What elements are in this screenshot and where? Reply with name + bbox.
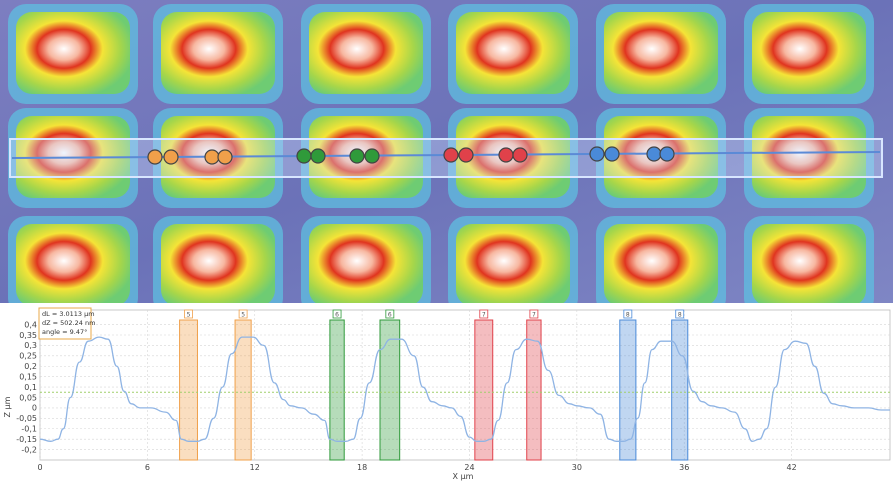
marker-green[interactable] <box>349 148 365 164</box>
x-tick-label: 0 <box>37 463 42 472</box>
band-label: 6 <box>335 312 339 319</box>
band-label-box <box>529 309 539 319</box>
measurement-info-box: dL = 3.0113 µm dZ = 502.24 nm angle = 9.… <box>38 307 95 340</box>
marker-red[interactable] <box>443 147 459 163</box>
band-red[interactable] <box>526 319 542 461</box>
pad <box>16 224 130 303</box>
y-tick-label: 0,35 <box>19 331 37 340</box>
measurement-bands: 5 5 6 6 7 7 8 8 <box>179 309 689 461</box>
band-label-box <box>238 309 248 319</box>
band-label-box <box>479 309 489 319</box>
band-label: 8 <box>678 312 682 319</box>
pad <box>456 12 570 94</box>
band-green[interactable] <box>329 319 345 461</box>
x-tick-label: 30 <box>572 463 582 472</box>
x-tick-label: 18 <box>357 463 367 472</box>
x-tick-label: 12 <box>250 463 260 472</box>
marker-blue[interactable] <box>589 146 605 162</box>
axis-ticks: 0 6 12 18 24 30 36 42-0,2-0,15-0,1-0,0500,050,1… <box>16 320 796 472</box>
pad <box>309 12 423 94</box>
marker-blue[interactable] <box>659 146 675 162</box>
y-tick-label: -0,1 <box>21 425 37 434</box>
topography-image <box>0 0 893 303</box>
marker-green[interactable] <box>296 148 312 164</box>
y-axis-label: Z µm <box>3 396 12 417</box>
band-orange[interactable] <box>179 319 198 461</box>
marker-green[interactable] <box>310 148 326 164</box>
marker-red[interactable] <box>512 147 528 163</box>
pad <box>309 224 423 303</box>
y-tick-label: -0,15 <box>16 435 37 444</box>
x-tick-label: 6 <box>145 463 150 472</box>
y-tick-label: -0,05 <box>16 414 37 423</box>
y-tick-label: 0,4 <box>24 320 37 329</box>
y-tick-label: -0,2 <box>21 445 37 454</box>
pad-grid <box>8 4 874 303</box>
band-label: 5 <box>241 312 245 319</box>
pad <box>161 224 275 303</box>
band-label: 5 <box>187 312 191 319</box>
band-label-box <box>184 309 193 319</box>
marker-orange[interactable] <box>217 149 233 165</box>
marker-blue[interactable] <box>604 146 620 162</box>
band-label-box <box>332 309 342 319</box>
pad <box>604 224 718 303</box>
band-label-box <box>623 309 633 319</box>
x-tick-label: 36 <box>679 463 689 472</box>
band-label: 8 <box>626 312 630 319</box>
band-label-box <box>675 309 685 319</box>
pad <box>752 12 866 94</box>
info-angle: angle = 9.47° <box>42 328 87 336</box>
y-tick-label: 0,3 <box>24 341 37 350</box>
profile-series-line <box>39 336 890 442</box>
y-tick-label: 0,15 <box>19 372 37 381</box>
marker-red[interactable] <box>498 147 514 163</box>
marker-orange[interactable] <box>147 149 163 165</box>
band-label-box <box>385 309 395 319</box>
x-axis-label: X µm <box>453 472 474 481</box>
pad <box>16 12 130 94</box>
marker-orange[interactable] <box>163 149 179 165</box>
band-red[interactable] <box>474 319 494 461</box>
info-dz: dZ = 502.24 nm <box>42 319 95 327</box>
pad <box>604 12 718 94</box>
band-blue[interactable] <box>619 319 637 461</box>
band-orange[interactable] <box>234 319 252 461</box>
x-tick-label: 42 <box>786 463 796 472</box>
info-dl: dL = 3.0113 µm <box>42 310 95 318</box>
band-blue[interactable] <box>671 319 689 461</box>
band-label: 7 <box>532 312 536 319</box>
y-tick-label: 0 <box>32 404 37 413</box>
profile-chart: 5 5 6 6 7 7 8 8 0 6 12 18 24 30 36 42 -0,2-0,15-0,1 -0,0… <box>0 303 893 481</box>
marker-red[interactable] <box>458 147 474 163</box>
marker-orange[interactable] <box>204 149 220 165</box>
pad <box>752 224 866 303</box>
marker-blue[interactable] <box>646 146 662 162</box>
y-tick-label: 0,1 <box>24 383 37 392</box>
y-tick-label: 0,05 <box>19 393 37 402</box>
band-label: 7 <box>482 312 486 319</box>
pad <box>161 12 275 94</box>
marker-green[interactable] <box>364 148 380 164</box>
plot-frame <box>39 309 891 461</box>
x-tick-label: 24 <box>464 463 474 472</box>
band-green[interactable] <box>379 319 401 461</box>
band-label: 6 <box>388 312 392 319</box>
pad <box>456 224 570 303</box>
marker-group <box>147 146 675 165</box>
y-tick-label: 0,2 <box>24 362 37 371</box>
y-tick-label: 0,25 <box>19 352 37 361</box>
